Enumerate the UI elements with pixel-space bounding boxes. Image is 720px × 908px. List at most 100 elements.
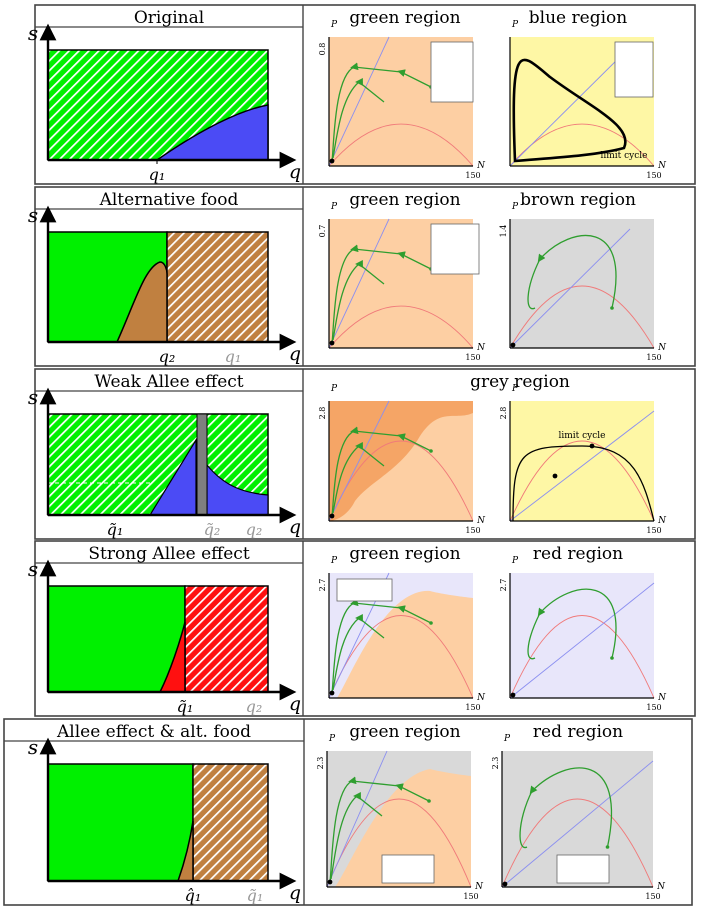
prey-nullcline <box>509 285 655 349</box>
trajectory-1 <box>331 426 432 517</box>
q1-label-grey: q₁ <box>225 347 242 366</box>
N-tick-label: 150 <box>646 703 661 712</box>
prey-nullcline <box>328 440 474 522</box>
prey-nullcline <box>501 798 654 888</box>
P-tick-label: 0.7 <box>318 225 327 238</box>
bifurcation-axes: sq <box>28 203 301 365</box>
N-tick-label: 150 <box>465 353 480 362</box>
green-region <box>47 585 186 693</box>
inset-box <box>336 578 393 602</box>
P-label: P <box>330 202 338 212</box>
P-tick-label: 1.4 <box>499 225 508 238</box>
trajectory-2 <box>332 78 385 159</box>
red-region <box>158 621 186 693</box>
row-title: Weak Allee effect <box>94 372 243 392</box>
P-tick-label: 2.3 <box>316 757 325 770</box>
blue-region <box>154 104 269 161</box>
P-tick-label: 2.8 <box>499 407 508 420</box>
N-label: N <box>657 516 667 526</box>
bifurcation-diagram: sqq̂₁ q̃₁ <box>28 735 301 905</box>
trajectory-1 <box>331 244 432 344</box>
row-title: Alternative food <box>99 190 239 210</box>
initial-point <box>427 799 431 803</box>
predator-nullcline <box>328 36 390 167</box>
q1-tilde-label-grey: q̃₁ <box>247 886 264 905</box>
trajectory-1 <box>519 767 613 849</box>
prey-nullcline <box>509 440 655 522</box>
region-header: green region <box>349 8 460 28</box>
q2-tilde-label: q̃₂ <box>204 520 221 539</box>
predator-nullcline <box>326 750 388 888</box>
limit-cycle-label: limit cycle <box>600 151 647 161</box>
predator-nullcline <box>328 400 390 522</box>
predator-nullcline <box>509 410 655 522</box>
bifurcation-axes: sq <box>28 557 301 715</box>
inset-box <box>614 41 654 98</box>
row-frame <box>34 186 696 367</box>
row-title: Strong Allee effect <box>88 544 249 564</box>
row-frame <box>34 4 696 185</box>
q2-label: q₂ <box>159 347 176 366</box>
limit-cycle-label: limit cycle <box>558 431 605 441</box>
phase-background <box>510 219 654 348</box>
prey-nullcline <box>328 123 474 167</box>
brown-region <box>176 820 194 882</box>
phase-background <box>510 401 654 521</box>
trajectory-1 <box>527 234 617 310</box>
limit-cycle-curve <box>512 58 627 163</box>
stable-equilibrium <box>329 690 335 696</box>
N-label: N <box>474 882 484 892</box>
row-frame <box>34 368 696 540</box>
trajectory-1 <box>527 588 617 660</box>
bifurcation-axes: sq <box>28 385 301 538</box>
stable-equilibrium <box>329 340 335 346</box>
initial-point <box>610 656 614 660</box>
stable-equilibrium <box>329 513 335 519</box>
N-tick-label: 150 <box>465 526 480 535</box>
prey-nullcline <box>328 305 474 349</box>
N-tick-label: 150 <box>465 703 480 712</box>
region-header: green region <box>349 722 460 742</box>
limit-cycle-curve <box>512 445 655 522</box>
row-title: Original <box>134 8 204 28</box>
N-label: N <box>476 161 486 171</box>
bifurcation-axes: sq <box>28 735 301 904</box>
N-label: N <box>476 693 486 703</box>
q-axis-label: q <box>289 516 301 538</box>
predator-nullcline <box>501 760 654 888</box>
region-header: green region <box>349 190 460 210</box>
P-label: P <box>511 556 519 566</box>
bifurcation-diagram: sqq̃₁ q₂ <box>28 557 301 716</box>
trajectory-2 <box>332 614 385 691</box>
initial-point <box>429 449 433 453</box>
stable-equilibrium <box>327 879 333 885</box>
q1-label: q₁ <box>149 165 166 184</box>
N-tick-label: 150 <box>646 353 661 362</box>
row-title: Allee effect & alt. food <box>56 722 251 742</box>
q1-tilde-label: q̃₁ <box>107 520 124 539</box>
prey-nullcline <box>328 615 474 699</box>
equilibrium-point <box>510 692 516 698</box>
P-tick-label: 2.3 <box>491 757 500 770</box>
region-header: grey region <box>470 372 570 392</box>
green-region <box>47 763 194 882</box>
P-label: P <box>330 556 338 566</box>
bifurcation-axes: sq <box>28 21 301 183</box>
q1-hat-label: q̂₁ <box>185 886 202 905</box>
inset-box <box>430 41 474 103</box>
trajectory-1 <box>331 598 432 694</box>
phase-background <box>510 573 654 698</box>
equilibrium-point <box>502 881 508 887</box>
region-header: red region <box>533 544 623 564</box>
P-label: P <box>511 20 519 30</box>
